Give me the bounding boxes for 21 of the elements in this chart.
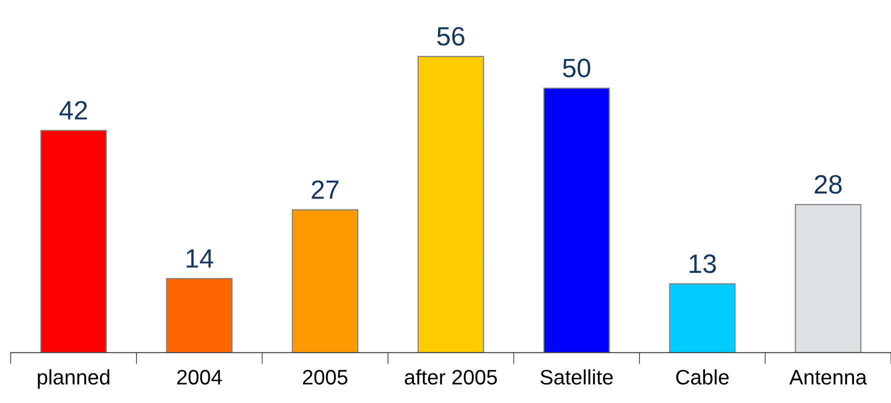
x-tick-label: Satellite bbox=[540, 369, 613, 385]
data-label: 27 bbox=[312, 180, 338, 199]
x-tick-label: 2005 bbox=[302, 370, 348, 385]
x-tick-label: after 2005 bbox=[404, 369, 497, 385]
data-label: 14 bbox=[186, 249, 214, 268]
x-tick-label: Cable bbox=[676, 369, 729, 385]
bar bbox=[292, 209, 358, 353]
x-tick-label: Antenna bbox=[789, 370, 867, 385]
x-tick-label: planned bbox=[38, 369, 110, 389]
data-label: 42 bbox=[60, 101, 87, 120]
bar bbox=[794, 204, 862, 353]
data-label: 28 bbox=[814, 175, 842, 194]
bar bbox=[40, 130, 107, 353]
data-label: 50 bbox=[562, 58, 590, 78]
bar bbox=[669, 283, 736, 353]
x-tick-label: 2004 bbox=[177, 370, 222, 385]
bar bbox=[543, 88, 610, 353]
data-label: 56 bbox=[437, 26, 464, 46]
bar bbox=[418, 56, 484, 353]
data-label: 13 bbox=[690, 254, 716, 274]
bar bbox=[166, 278, 233, 353]
